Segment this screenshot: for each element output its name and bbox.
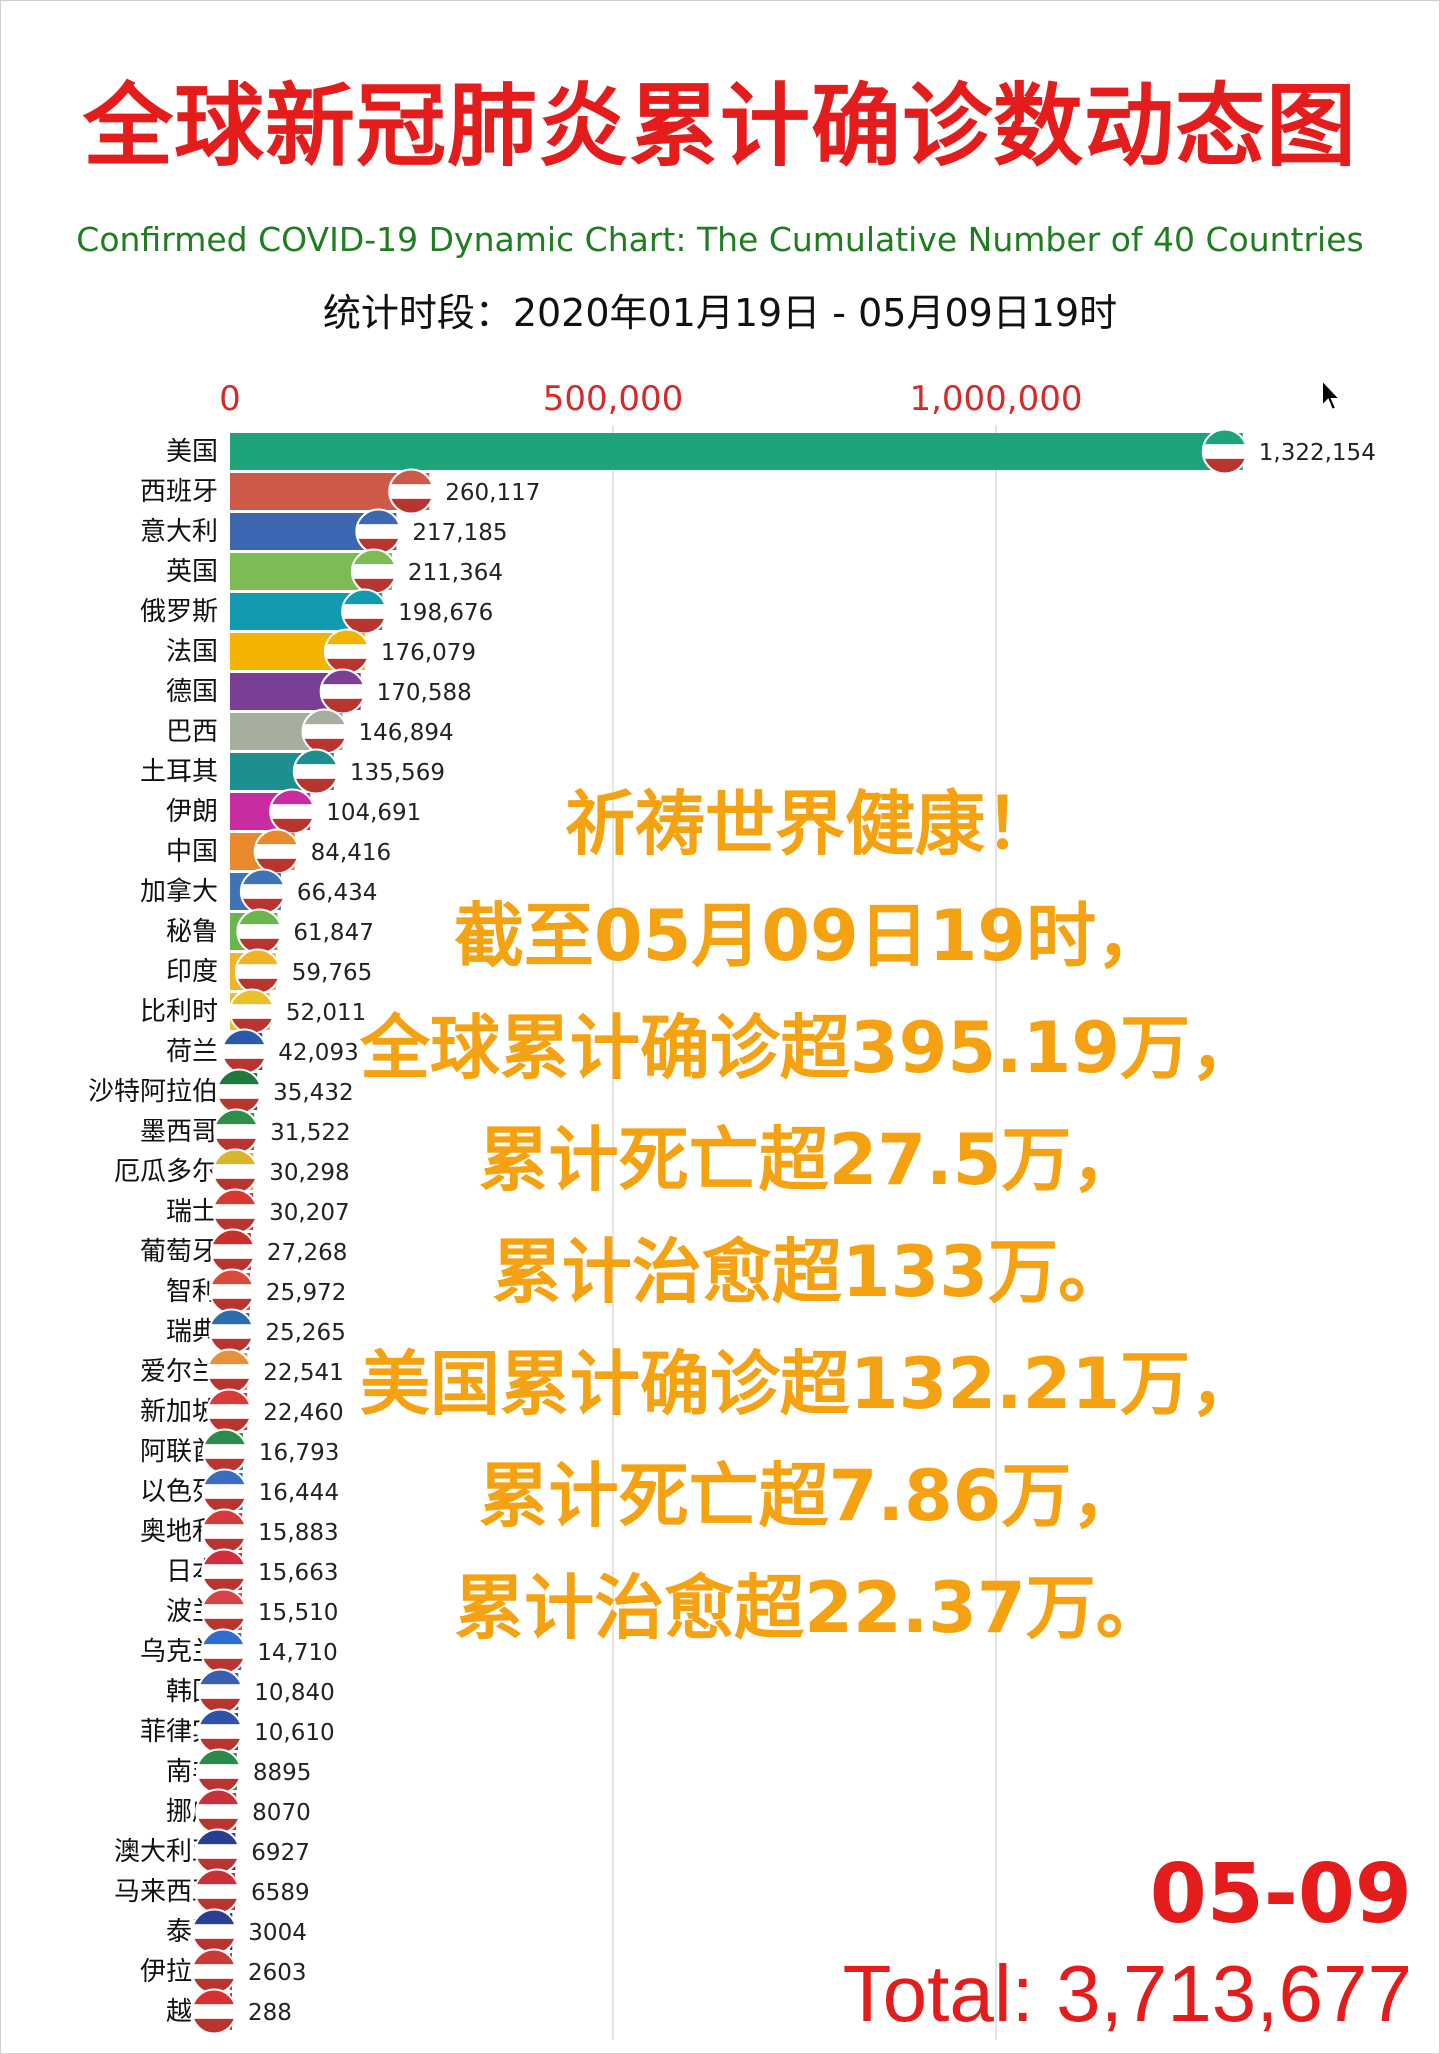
flag-outline	[1201, 428, 1248, 475]
value-label: 25,972	[266, 1280, 346, 1306]
overlay-line: 截至05月09日19时，	[453, 895, 1167, 977]
country-label: 土耳其	[140, 757, 218, 787]
value-label: 10,840	[254, 1680, 334, 1706]
country-label: 荷兰	[166, 1037, 218, 1067]
value-label: 6589	[251, 1880, 310, 1906]
value-label: 52,011	[286, 1000, 366, 1026]
country-label: 爱尔兰	[140, 1357, 218, 1387]
value-label: 217,185	[412, 520, 507, 546]
value-label: 146,894	[359, 720, 454, 746]
country-label: 美国	[166, 437, 218, 467]
country-label: 厄瓜多尔	[114, 1157, 218, 1187]
value-label: 35,432	[273, 1080, 353, 1106]
current-date-label: 05-09	[1149, 1847, 1412, 1942]
value-label: 288	[248, 2000, 292, 2026]
value-label: 59,765	[292, 960, 372, 986]
flag-outline	[388, 468, 435, 515]
country-label: 墨西哥	[140, 1117, 218, 1147]
value-label: 211,364	[408, 560, 503, 586]
country-label: 比利时	[140, 997, 218, 1027]
overlay-line: 累计死亡超7.86万，	[478, 1455, 1142, 1537]
country-label: 印度	[166, 957, 218, 987]
overlay-line: 累计死亡超27.5万，	[478, 1119, 1142, 1201]
country-label: 沙特阿拉伯	[88, 1077, 218, 1107]
value-label: 30,207	[269, 1200, 349, 1226]
country-label: 加拿大	[140, 877, 218, 907]
country-label: 新加坡	[140, 1397, 218, 1427]
country-label: 法国	[166, 637, 218, 667]
belgium-flag-icon	[229, 989, 274, 1034]
flag-outline	[319, 668, 366, 715]
chart-title: 全球新冠肺炎累计确诊数动态图	[83, 74, 1357, 179]
value-label: 135,569	[350, 760, 445, 786]
value-label: 22,460	[263, 1400, 343, 1426]
value-label: 260,117	[445, 480, 540, 506]
flag-outline	[292, 748, 339, 795]
value-label: 66,434	[297, 880, 377, 906]
value-label: 3004	[248, 1920, 307, 1946]
overlay-line: 美国累计确诊超132.21万，	[359, 1343, 1261, 1425]
country-label: 西班牙	[140, 477, 218, 507]
country-label: 德国	[166, 677, 218, 707]
country-label: 英国	[166, 557, 218, 587]
value-label: 27,268	[267, 1240, 347, 1266]
value-label: 31,522	[270, 1120, 350, 1146]
value-label: 1,322,154	[1259, 440, 1376, 466]
country-label: 瑞士	[166, 1197, 218, 1227]
mouse-cursor-icon	[1321, 378, 1343, 412]
x-tick-label: 1,000,000	[909, 379, 1082, 419]
value-label: 42,093	[278, 1040, 358, 1066]
overlay-line: 累计治愈超133万。	[491, 1231, 1129, 1313]
x-tick-label: 0	[219, 379, 241, 419]
overlay-line: 祈祷世界健康！	[565, 783, 1055, 865]
value-label: 10,610	[254, 1720, 334, 1746]
country-label: 意大利	[140, 517, 218, 547]
country-label: 秘鲁	[166, 917, 218, 947]
country-label: 巴西	[166, 717, 218, 747]
value-label: 176,079	[381, 640, 476, 666]
country-label: 伊朗	[166, 797, 218, 827]
total-count-label: Total: 3,713,677	[842, 1949, 1412, 2038]
flag-outline	[191, 1988, 237, 2035]
overlay-line: 全球累计确诊超395.19万，	[359, 1007, 1261, 1089]
overlay-line: 累计治愈超22.37万。	[454, 1567, 1166, 1649]
value-label: 25,265	[265, 1320, 345, 1346]
country-label: 俄罗斯	[140, 597, 218, 627]
value-label: 16,444	[259, 1480, 339, 1506]
statistics-period: 统计时段：2020年01月19日 - 05月09日19时	[322, 291, 1118, 335]
value-label: 15,510	[258, 1600, 338, 1626]
value-label: 15,883	[258, 1520, 338, 1546]
chart-subtitle: Confirmed COVID-19 Dynamic Chart: The Cu…	[76, 220, 1364, 259]
value-label: 8070	[252, 1800, 311, 1826]
value-label: 2603	[248, 1960, 307, 1986]
value-label: 84,416	[311, 840, 391, 866]
value-label: 6927	[251, 1840, 310, 1866]
value-label: 198,676	[398, 600, 493, 626]
value-label: 16,793	[259, 1440, 339, 1466]
bar	[230, 433, 1243, 470]
value-label: 30,298	[269, 1160, 349, 1186]
value-label: 170,588	[377, 680, 472, 706]
country-label: 中国	[166, 837, 218, 867]
value-label: 104,691	[326, 800, 421, 826]
message-overlay: 祈祷世界健康！ 截至05月09日19时， 全球累计确诊超395.19万， 累计死…	[330, 768, 1290, 1664]
value-label: 14,710	[257, 1640, 337, 1666]
country-label: 葡萄牙	[140, 1237, 218, 1267]
value-label: 22,541	[263, 1360, 343, 1386]
value-label: 15,663	[258, 1560, 338, 1586]
value-label: 8895	[253, 1760, 312, 1786]
x-tick-label: 500,000	[543, 379, 684, 419]
value-label: 61,847	[293, 920, 373, 946]
